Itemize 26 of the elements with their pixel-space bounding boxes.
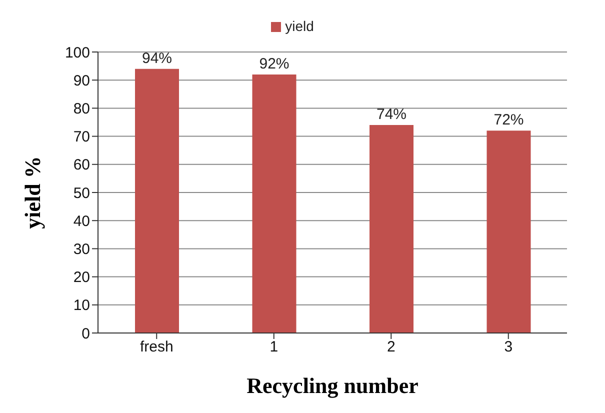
y-tick-label: 20	[73, 269, 90, 286]
x-axis-title: Recycling number	[246, 373, 419, 398]
bar	[252, 74, 296, 333]
data-label: 92%	[259, 55, 290, 72]
data-label: 94%	[142, 50, 172, 67]
y-tick-label: 100	[64, 44, 90, 62]
y-tick-label: 30	[73, 241, 90, 258]
y-tick-label: 90	[73, 72, 90, 90]
data-label: 74%	[376, 106, 407, 124]
y-tick-label: 70	[73, 128, 90, 146]
y-tick-label: 0	[82, 325, 90, 342]
data-label: 72%	[494, 112, 524, 129]
x-tick-label: fresh	[140, 338, 174, 356]
y-tick-label: 40	[73, 212, 90, 230]
x-tick-label: 1	[270, 338, 278, 356]
x-tick-label: 3	[504, 338, 513, 356]
y-tick-label: 50	[73, 184, 90, 202]
x-tick-label: 2	[386, 338, 396, 356]
bar	[135, 68, 179, 333]
y-tick-label: 80	[73, 100, 90, 118]
legend-label: yield	[285, 18, 314, 34]
bar	[370, 125, 414, 333]
y-axis-title: yield %	[20, 156, 45, 229]
y-tick-label: 10	[73, 297, 90, 314]
bar	[486, 130, 531, 333]
y-tick-label: 60	[73, 156, 90, 174]
